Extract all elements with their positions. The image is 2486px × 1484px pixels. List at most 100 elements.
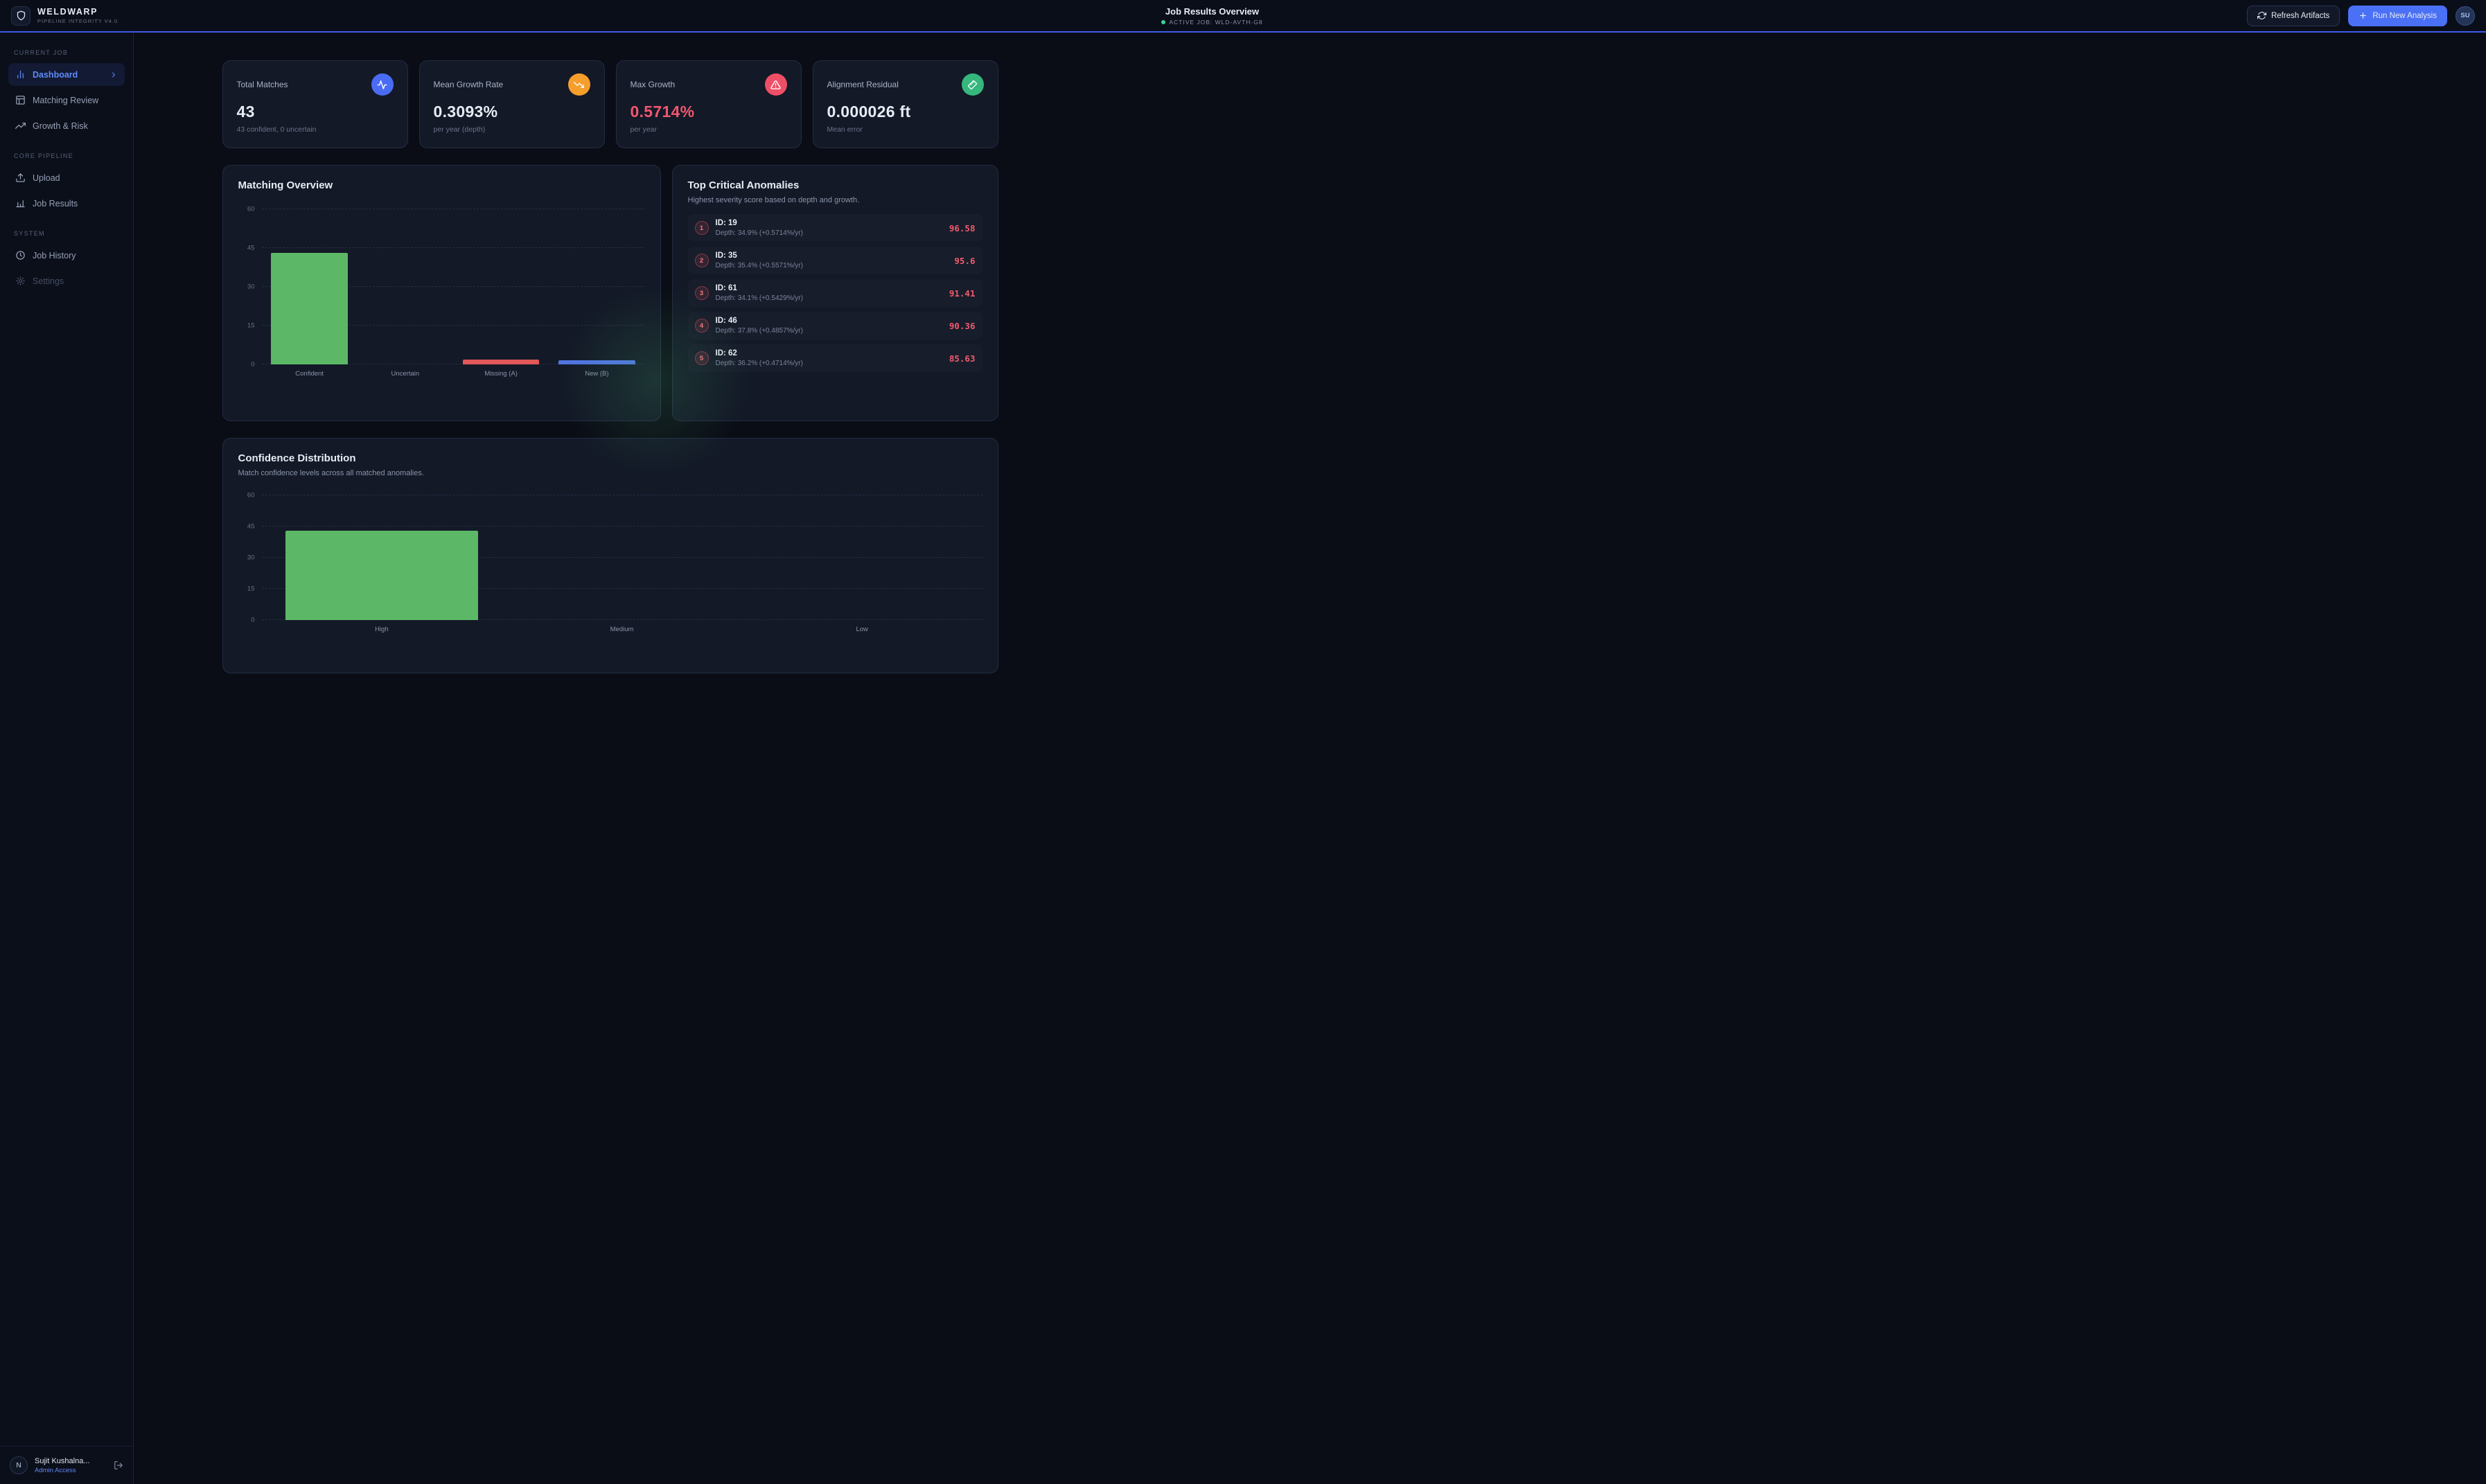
matching-overview-chart: 0 15 30 45 60 [238,205,645,369]
sidebar-section-system: SYSTEM Job History Settings [8,230,125,292]
stats-row: Total Matches 43 43 confident, 0 uncerta… [222,60,998,148]
refresh-artifacts-label: Refresh Artifacts [2271,11,2330,20]
sidebar-item-label: Job History [33,250,76,260]
bar-chart-icon [15,198,26,209]
dashboard-icon [15,69,26,80]
x-category-label: Confident [295,370,324,378]
header-center: Job Results Overview ACTIVE JOB: WLD-AVT… [177,6,2247,26]
bar-column [262,495,502,620]
header-actions: Refresh Artifacts Run New Analysis SU [2246,5,2475,26]
anomaly-score: 95.6 [954,255,976,266]
stat-value: 0.3093% [433,103,498,121]
active-job-status: ACTIVE JOB: WLD-AVTH-G8 [177,19,2247,26]
sidebar-item-upload[interactable]: Upload [8,166,125,189]
matching-overview-card: Matching Overview 0 15 30 45 60 Confident Unc… [222,165,661,421]
sidebar-item-dashboard[interactable]: Dashboard [8,63,125,86]
anomaly-row[interactable]: 3 ID: 61 Depth: 34.1% (+0.5429%/yr) 91.4… [688,279,982,307]
stat-card-alignment-residual: Alignment Residual 0.000026 ft Mean erro… [812,60,998,148]
anomaly-id: ID: 46 [715,317,737,325]
refresh-artifacts-button[interactable]: Refresh Artifacts [2246,5,2340,26]
user-role: Admin Access [35,1466,76,1474]
y-tick-label: 60 [247,491,255,500]
sidebar-section-current-job: CURRENT JOB Dashboard Matching Review Gr… [8,49,125,137]
x-category-label: Medium [610,626,634,633]
brand-name: WELDWARP [37,7,98,17]
stat-subtext: 43 confident, 0 uncertain [236,125,317,134]
bar-column [262,209,358,364]
upload-icon [15,173,26,183]
stat-card-max-growth: Max Growth 0.5714% per year [615,60,802,148]
run-new-analysis-label: Run New Analysis [2372,11,2437,20]
x-category-label: Uncertain [391,370,420,378]
sidebar-item-label: Matching Review [33,95,99,105]
sidebar-item-settings: Settings [8,270,125,292]
y-tick-label: 45 [247,244,255,252]
app-header: WELDWARP PIPELINE INTEGRITY V4.0 Job Res… [0,0,2486,33]
rank-badge: 4 [694,319,709,333]
sidebar-item-label: Dashboard [33,69,78,80]
stat-value: 43 [236,103,255,121]
trending-up-icon [15,121,26,131]
anomaly-row[interactable]: 4 ID: 46 Depth: 37.8% (+0.4857%/yr) 90.3… [688,312,982,339]
y-tick-label: 60 [247,205,255,213]
logout-icon[interactable] [114,1460,123,1470]
stat-label: Total Matches [236,80,288,89]
page-title: Job Results Overview [1165,6,1260,17]
user-name: Sujit Kushalna... [35,1456,90,1465]
anomaly-detail: Depth: 34.1% (+0.5429%/yr) [715,294,803,302]
anomaly-detail: Depth: 35.4% (+0.5571%/yr) [715,262,803,270]
sidebar-item-label: Growth & Risk [33,121,88,131]
stat-subtext: Mean error [827,125,863,134]
stat-subtext: per year [630,125,658,134]
y-axis: 0 15 30 45 60 [238,205,262,369]
sidebar-item-job-results[interactable]: Job Results [8,192,125,215]
table-icon [15,95,26,105]
x-axis-labels: Confident Uncertain Missing (A) New (B) [262,370,645,378]
gear-icon [15,276,26,286]
card-title: Top Critical Anomalies [687,179,800,191]
bar-new-b- [558,360,635,364]
x-category-label: New (B) [585,370,609,378]
app-logo [11,6,30,26]
plot-area [261,209,645,364]
main-content: Total Matches 43 43 confident, 0 uncerta… [134,0,1086,673]
y-tick-label: 30 [247,554,255,562]
anomaly-id: ID: 35 [715,251,737,260]
anomaly-detail: Depth: 37.8% (+0.4857%/yr) [715,327,803,335]
gridline [261,588,982,589]
card-subtitle: Highest severity score based on depth an… [687,196,860,204]
history-icon [15,250,26,260]
alert-triangle-icon [764,73,787,96]
y-tick-label: 0 [251,616,255,624]
stat-value: 0.000026 ft [827,103,911,121]
anomaly-row[interactable]: 2 ID: 35 Depth: 35.4% (+0.5571%/yr) 95.6 [688,247,982,274]
anomaly-score: 96.58 [949,222,976,233]
bar-column [549,209,644,364]
chevron-right-icon [109,71,118,79]
stat-label: Alignment Residual [827,80,899,89]
user-avatar[interactable]: SU [2456,6,2475,26]
confidence-distribution-chart: 0 15 30 45 60 [238,491,982,624]
sidebar-item-matching-review[interactable]: Matching Review [8,89,125,112]
gridline [261,557,982,558]
x-category-label: Missing (A) [484,370,518,378]
gridline [261,619,982,620]
anomaly-row[interactable]: 5 ID: 62 Depth: 36.2% (+0.4714%/yr) 85.6… [688,344,982,372]
anomaly-list: 1 ID: 19 Depth: 34.9% (+0.5714%/yr) 96.5… [688,214,982,372]
section-label: CORE PIPELINE [14,152,73,159]
x-axis-labels: High Medium Low [262,626,982,633]
section-label: SYSTEM [14,230,45,237]
y-axis: 0 15 30 45 60 [238,491,262,624]
stat-value: 0.5714% [630,103,695,121]
user-footer-avatar[interactable]: N [10,1456,28,1474]
y-tick-label: 15 [247,321,255,330]
anomaly-score: 90.36 [949,320,976,331]
sidebar-item-job-history[interactable]: Job History [8,244,125,267]
plus-icon [2359,11,2368,20]
anomaly-id: ID: 62 [715,349,737,357]
anomaly-row[interactable]: 1 ID: 19 Depth: 34.9% (+0.5714%/yr) 96.5… [688,214,982,242]
sidebar-item-label: Settings [33,276,64,286]
sidebar-item-label: Upload [33,173,60,183]
run-new-analysis-button[interactable]: Run New Analysis [2348,5,2447,26]
sidebar-item-growth-risk[interactable]: Growth & Risk [8,114,125,137]
